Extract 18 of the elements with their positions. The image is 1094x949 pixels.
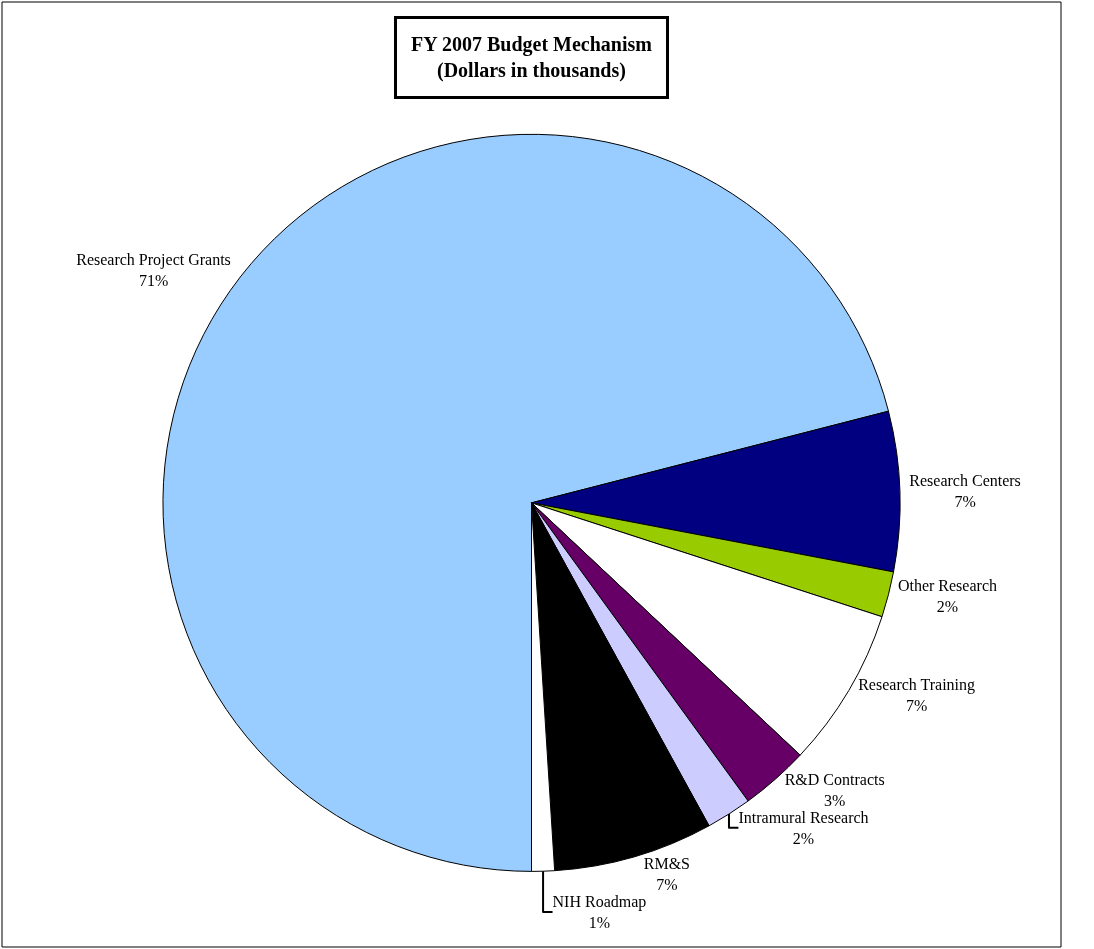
slice-label: Research Centers <box>909 472 1021 490</box>
slice-label: RM&S <box>643 855 691 873</box>
data-label: 7% <box>656 876 678 894</box>
slice-label: Research Project Grants <box>76 250 231 269</box>
slice-label: R&D Contracts <box>784 771 885 789</box>
data-label: 2% <box>936 597 959 615</box>
data-label: 7% <box>905 697 928 715</box>
chart-subtitle: (Dollars in thousands) <box>436 59 626 82</box>
slice-label: Intramural Research <box>738 808 869 826</box>
data-label: 71% <box>138 271 169 289</box>
slice-label: Other Research <box>897 576 997 594</box>
slice-label: Research Training <box>858 676 976 695</box>
data-label: 3% <box>824 791 846 809</box>
data-label: 2% <box>792 829 815 847</box>
data-label: 1% <box>588 913 611 931</box>
data-label: 7% <box>954 493 976 511</box>
chart-title: FY 2007 Budget Mechanism <box>411 33 653 56</box>
slice-label: NIH Roadmap <box>552 893 647 912</box>
